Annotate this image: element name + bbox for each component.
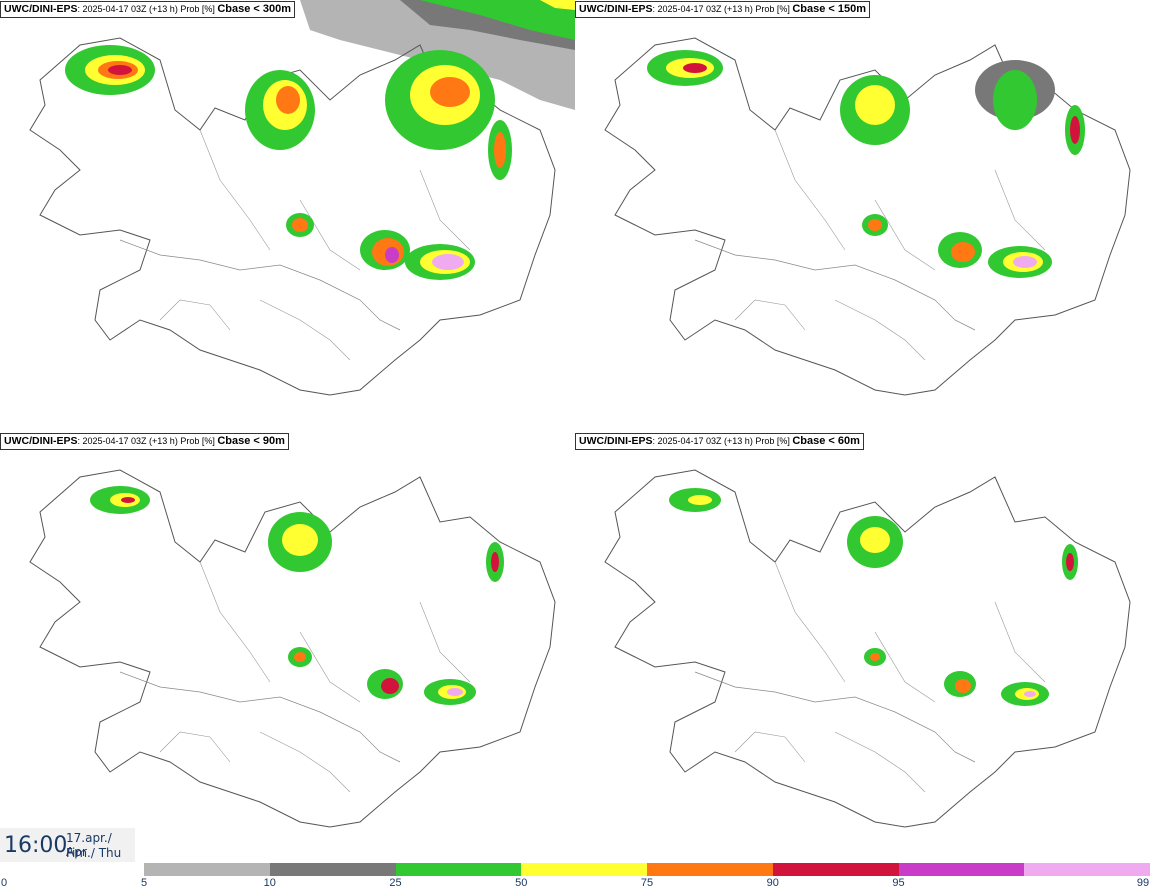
colorbar-tick-label: 10 [263,877,276,889]
colorbar-segment [521,863,647,876]
run-info: : 2025-04-17 03Z (+13 h) Prob [%] [652,436,793,446]
probability-map [604,469,1131,828]
panel-header: UWC/DINI-EPS: 2025-04-17 03Z (+13 h) Pro… [575,433,864,450]
valid-date-line: 17.apr./ Apr [66,831,112,859]
map-panel-cbase-300m: UWC/DINI-EPS: 2025-04-17 03Z (+13 h) Pro… [0,0,575,430]
run-info: : 2025-04-17 03Z (+13 h) Prob [%] [77,436,218,446]
valid-time-box: 16:00 17.apr./ Apr Fim./ Thu [0,828,135,862]
map-panel-cbase-90m: UWC/DINI-EPS: 2025-04-17 03Z (+13 h) Pro… [0,432,575,862]
colorbar-segment [772,863,899,876]
panel-header: UWC/DINI-EPS: 2025-04-17 03Z (+13 h) Pro… [575,1,871,18]
colorbar-segment [898,863,1025,876]
variable-name: Cbase < 150m [792,3,867,15]
valid-weekday-line: Fim./ Thu [66,846,122,860]
probability-map [604,37,1131,396]
run-info: : 2025-04-17 03Z (+13 h) Prob [%] [652,4,793,14]
map-panel-cbase-60m: UWC/DINI-EPS: 2025-04-17 03Z (+13 h) Pro… [575,432,1150,862]
variable-name: Cbase < 90m [217,435,285,447]
panel-header: UWC/DINI-EPS: 2025-04-17 03Z (+13 h) Pro… [0,1,296,18]
variable-name: Cbase < 60m [792,435,860,447]
colorbar-tick-label: 90 [766,877,779,889]
model-name: UWC/DINI-EPS [4,435,78,447]
colorbar-tick-label: 95 [892,877,905,889]
probability-map [29,0,575,396]
colorbar-tick-label: 75 [640,877,654,889]
variable-name: Cbase < 300m [217,3,292,15]
probability-map [29,469,556,828]
model-name: UWC/DINI-EPS [579,3,653,15]
model-name: UWC/DINI-EPS [4,3,78,15]
colorbar-segment [269,863,396,876]
probability-colorbar [144,863,1150,876]
model-name: UWC/DINI-EPS [579,435,653,447]
valid-time-clock: 16:00 [4,833,68,858]
colorbar-segment [144,863,270,876]
colorbar-tick-label: 0 [0,877,8,889]
map-panel-cbase-150m: UWC/DINI-EPS: 2025-04-17 03Z (+13 h) Pro… [575,0,1150,430]
run-info: : 2025-04-17 03Z (+13 h) Prob [%] [77,4,218,14]
colorbar-tick-label: 50 [515,877,528,889]
colorbar-segment [1024,863,1150,876]
colorbar-tick-label: 99 [1136,877,1150,889]
panel-header: UWC/DINI-EPS: 2025-04-17 03Z (+13 h) Pro… [0,433,289,450]
colorbar-tick-label: 25 [389,877,402,889]
colorbar-segment [395,863,522,876]
colorbar-segment [647,863,773,876]
colorbar-tick-label: 5 [140,877,148,889]
